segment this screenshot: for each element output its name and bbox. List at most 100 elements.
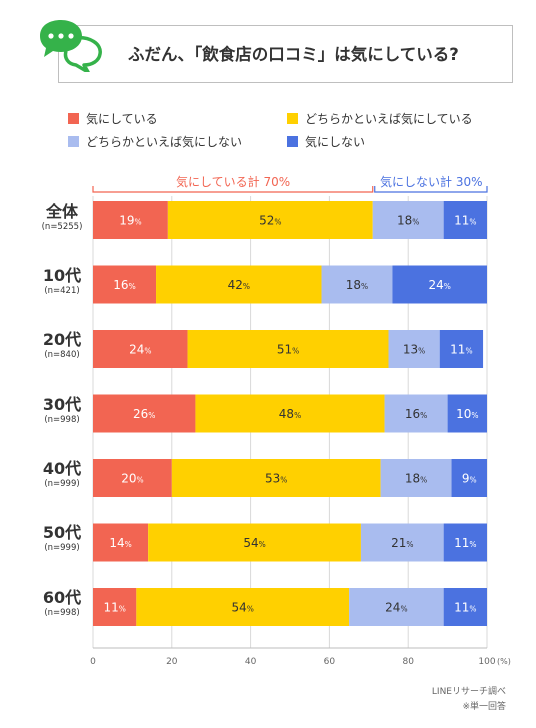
row-sample-size: (n=998) [44, 415, 80, 425]
chat-bubbles-icon [40, 20, 102, 72]
legend-swatch [287, 136, 298, 147]
x-tick-label: 100 [478, 657, 495, 667]
data-label: 11% [454, 601, 476, 615]
legend-swatch [287, 113, 298, 124]
bar-segment [136, 588, 350, 626]
data-label: 21% [391, 536, 413, 550]
row-category: 60代 [42, 588, 82, 607]
data-label: 51% [277, 343, 299, 357]
data-label: 16% [113, 278, 135, 292]
row-category: 20代 [42, 330, 82, 349]
bar-segment [93, 330, 188, 368]
data-label: 54% [243, 536, 265, 550]
data-label: 11% [454, 536, 476, 550]
row-category: 40代 [42, 459, 82, 478]
bar-segment [443, 588, 487, 626]
bar-segment [93, 459, 172, 497]
x-tick-label: 20 [166, 657, 178, 667]
legend-swatch [68, 136, 79, 147]
bar-segment [388, 330, 440, 368]
x-tick-label: 80 [402, 657, 414, 667]
x-tick-label: 60 [324, 657, 336, 667]
bar-segment [93, 265, 157, 304]
row-category: 10代 [42, 266, 82, 285]
row-sample-size: (n=5255) [41, 222, 83, 232]
data-label: 26% [133, 407, 155, 421]
row-label-50s: 50代 (n=999) [28, 524, 96, 554]
bar-segment [195, 394, 385, 433]
bar-segment [443, 523, 487, 562]
bar-segment [167, 201, 373, 239]
data-label: 13% [403, 343, 425, 357]
data-label: 11% [103, 601, 125, 615]
legend-item-somewhat-aware: どちらかといえば気にしている [287, 110, 473, 127]
source-credit: LINEリサーチ調べ [431, 687, 506, 697]
source-note: ※単一回答 [462, 702, 506, 712]
data-label: 54% [232, 601, 254, 615]
data-label: 42% [228, 278, 250, 292]
bar-segment [187, 330, 389, 368]
row-category: 全体 [45, 202, 78, 221]
bar-segment [360, 523, 444, 562]
data-label: 14% [109, 536, 131, 550]
row-sample-size: (n=998) [44, 608, 80, 618]
x-tick-label: 0 [90, 657, 96, 667]
legend-label: 気にしている [86, 112, 158, 126]
legend-item-somewhat-unaware: どちらかといえば気にしない [68, 133, 242, 150]
bar-segment [451, 459, 487, 497]
bar-segment [372, 201, 444, 239]
data-label: 18% [397, 214, 419, 228]
row-sample-size: (n=999) [44, 543, 80, 553]
data-label: 48% [279, 407, 301, 421]
legend-label: どちらかといえば気にしない [86, 135, 243, 149]
legend-item-unaware: 気にしない [287, 133, 365, 150]
bar-segment [392, 265, 487, 304]
row-label-all: 全体 (n=5255) [28, 203, 96, 233]
data-label: 18% [346, 278, 368, 292]
bar-segment [447, 394, 487, 433]
row-category: 50代 [42, 523, 82, 542]
data-label: 18% [405, 472, 427, 486]
x-axis-unit: (%) [497, 657, 511, 666]
bar-segment [171, 459, 381, 497]
row-label-10s: 10代 (n=421) [28, 267, 96, 297]
legend-item-aware: 気にしている [68, 110, 158, 127]
row-sample-size: (n=840) [44, 350, 80, 360]
bar-segment [443, 201, 487, 239]
chart-title: ふだん、「飲食店の口コミ」は気にしている? [128, 45, 459, 64]
bar-segment [439, 330, 484, 368]
x-tick-label: 40 [245, 657, 257, 667]
legend-label: 気にしない [305, 135, 366, 149]
data-label: 52% [259, 214, 281, 228]
title-box [58, 25, 513, 83]
bar-segment [321, 265, 393, 304]
data-label: 19% [119, 214, 141, 228]
data-label: 24% [429, 278, 451, 292]
bracket-unaware-total [374, 186, 488, 193]
data-label: 16% [405, 407, 427, 421]
data-label: 53% [265, 472, 287, 486]
bar-segment [384, 394, 448, 433]
row-sample-size: (n=421) [44, 286, 80, 296]
bar-segment [148, 523, 361, 562]
data-label: 20% [121, 472, 143, 486]
data-label: 24% [129, 343, 151, 357]
group-label-aware-total: 気にしている計 70% [176, 175, 291, 189]
row-label-20s: 20代 (n=840) [28, 331, 96, 361]
bar-segment [93, 588, 137, 626]
row-sample-size: (n=999) [44, 479, 80, 489]
group-label-unaware-total: 気にしない計 30% [380, 175, 483, 189]
bar-segment [380, 459, 452, 497]
legend-label: どちらかといえば気にしている [305, 112, 473, 126]
row-category: 30代 [42, 395, 82, 414]
row-label-60s: 60代 (n=998) [28, 589, 96, 619]
bar-segment [93, 394, 196, 433]
bar-segment [93, 201, 168, 239]
legend-swatch [68, 113, 79, 124]
data-label: 9% [462, 472, 477, 486]
data-label: 11% [454, 214, 476, 228]
data-label: 11% [450, 343, 472, 357]
data-label: 10% [456, 407, 478, 421]
bar-segment [156, 265, 322, 304]
